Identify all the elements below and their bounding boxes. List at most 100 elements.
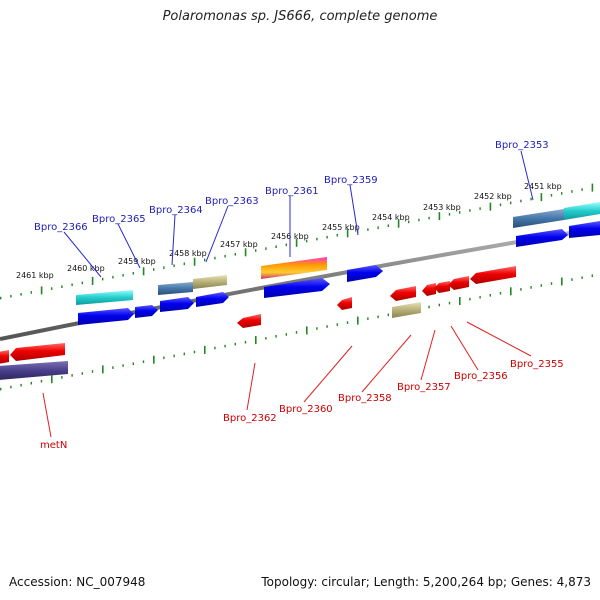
minor-tick [550,194,553,197]
minor-tick [71,283,73,287]
minor-tick [306,239,308,243]
minor-tick [540,284,542,287]
map-title: Polaromonas sp. JS666, complete genome [162,9,438,24]
minor-tick [571,278,573,281]
minor-tick [132,362,134,365]
major-tick [91,276,94,285]
minor-tick [591,274,593,277]
minor-tick [10,294,12,298]
gene-label: Bpro_2359 [324,175,378,186]
minor-tick [30,291,32,294]
gene-feature [564,202,600,220]
scale-label: 2455 kbp [322,223,360,232]
minor-tick [550,282,553,285]
gene-feature [513,209,564,228]
major-tick [510,287,512,296]
minor-tick [265,247,267,250]
major-tick [244,248,247,257]
major-tick [40,286,43,295]
minor-tick [234,253,236,256]
minor-tick [142,360,145,363]
minor-tick [510,201,512,205]
minor-tick [20,293,22,296]
gene-label: Bpro_2355 [510,359,564,370]
minor-tick [428,216,430,220]
minor-tick [367,228,369,231]
gene-arrow [78,308,134,325]
minor-tick [275,245,277,248]
minor-tick [244,340,247,344]
scale-label: 2457 kbp [220,240,258,249]
minor-tick [387,224,389,227]
major-tick [306,326,308,335]
minor-tick [418,218,420,222]
major-tick [193,257,196,266]
minor-tick [520,199,522,203]
gene-arrow [569,221,600,238]
gene-feature [0,361,68,380]
minor-tick [377,315,379,319]
minor-tick [0,296,2,300]
scale-label: 2458 kbp [169,249,207,258]
gene-feature [193,275,227,289]
minor-tick [316,237,318,241]
gene-arrow [422,283,436,296]
minor-tick [71,374,73,377]
top-gene-labels: Bpro_2366 Bpro_2365 Bpro_2364 Bpro_2363 … [34,140,549,233]
minor-tick [581,276,583,279]
bottom-gene-labels: metN Bpro_2362 Bpro_2360 Bpro_2358 Bpro_… [40,359,564,451]
major-tick [397,219,400,228]
minor-tick [183,262,185,266]
minor-tick [438,303,440,307]
minor-tick [214,346,216,350]
gene-label: Bpro_2353 [495,140,549,151]
gene-label: metN [40,440,67,451]
gene-label: Bpro_2366 [34,222,88,233]
minor-tick [448,301,451,305]
major-tick [51,375,53,384]
accession-text: Accession: NC_007948 [9,575,146,589]
minor-tick [163,266,165,269]
minor-tick [367,317,369,320]
minor-tick [561,192,563,195]
gene-label: Bpro_2357 [397,382,451,393]
gene-arrow [135,305,158,318]
gene-label: Bpro_2356 [454,371,508,382]
minor-tick [581,188,583,191]
major-tick [204,345,206,354]
minor-tick [275,335,277,338]
gene-arrow [337,297,352,310]
major-tick [489,202,492,211]
minor-tick [0,387,2,391]
minor-tick [122,364,124,367]
minor-tick [387,313,389,317]
gene-arrow [10,343,65,361]
minor-tick [316,327,318,330]
minor-tick [61,285,63,288]
major-tick [255,336,257,345]
major-tick [438,212,441,221]
minor-tick [112,275,114,279]
bottom-leader-lines [42,321,532,438]
minor-tick [448,213,451,216]
forward-outer-row [76,202,600,305]
minor-tick [20,383,22,387]
major-tick [346,229,349,238]
minor-tick [30,381,32,385]
minor-tick [10,385,12,389]
minor-tick [326,325,328,328]
reverse-row [0,266,516,380]
minor-tick [234,342,236,346]
minor-tick [499,203,502,207]
gene-label: Bpro_2363 [205,196,259,207]
scale-label: 2454 kbp [372,213,410,222]
minor-tick [91,370,94,373]
minor-tick [479,295,481,299]
major-tick [540,193,543,202]
gene-arrow [196,292,229,307]
minor-tick [428,305,430,309]
scale-label: 2452 kbp [474,192,512,201]
gene-label: Bpro_2362 [223,413,277,424]
